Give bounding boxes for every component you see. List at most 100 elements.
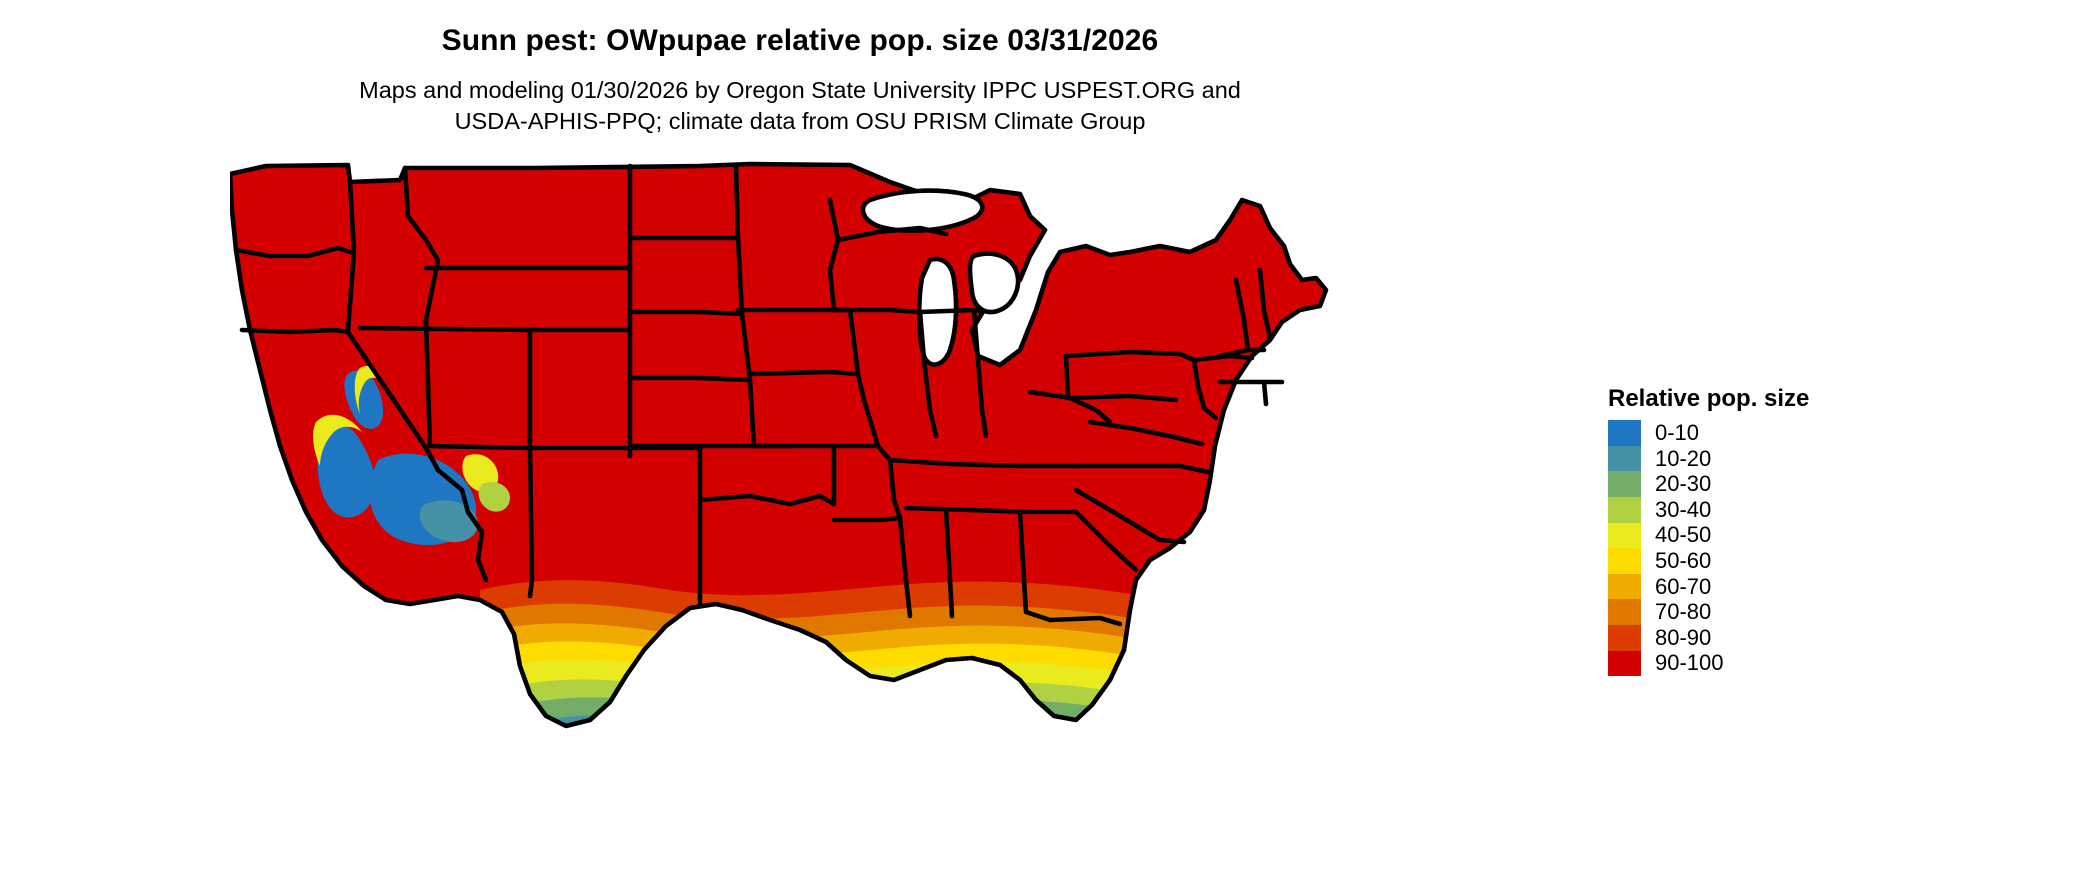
state-line-az-nm	[527, 445, 535, 599]
state-line-ne-ks	[627, 375, 753, 383]
lake-superior	[860, 188, 985, 233]
legend-label-10-20: 10-20	[1655, 445, 1712, 471]
us-map-svg	[230, 161, 1329, 890]
state-line-ky-tn	[887, 457, 1079, 469]
state-line-nv-ut	[423, 317, 433, 449]
state-line-ga-sc-nc	[1073, 509, 1139, 573]
state-line-mn-wi	[827, 197, 841, 313]
state-line-nd-mn	[733, 163, 741, 241]
state-line-wv-oh-pa	[1027, 389, 1113, 425]
state-line-la-ms	[897, 515, 913, 619]
raster-class-10-20	[536, 715, 1214, 726]
raster-patch-socal-low	[317, 423, 376, 518]
legend-item-20-30: 20-30	[1608, 471, 1938, 497]
state-line-wi-il	[831, 307, 923, 315]
state-line-in-oh	[971, 307, 989, 439]
state-line-ms-al	[943, 507, 955, 619]
legend-item-30-40: 30-40	[1608, 496, 1938, 523]
legend-swatch-10-20	[1608, 445, 1641, 472]
raster-patch-imperial-mid	[419, 500, 478, 543]
legend-swatch-30-40	[1608, 496, 1641, 523]
subtitle-line-1: Maps and modeling 01/30/2026 by Oregon S…	[359, 77, 1241, 103]
legend-item-60-70: 60-70	[1608, 573, 1938, 600]
legend-rows: 0-10 10-20 20-30 30-40 40-50 50-60 60-70 70-80 8…	[1608, 420, 1938, 677]
state-line-nc-va	[1073, 463, 1211, 475]
state-line-sd-ne	[627, 309, 745, 317]
legend-label-50-60: 50-60	[1655, 547, 1712, 573]
legend-swatch-0-10	[1608, 420, 1641, 446]
legend-swatch-40-50	[1608, 522, 1641, 549]
state-line-ga-fl	[1047, 615, 1123, 627]
state-line-al-ga	[1017, 509, 1053, 623]
raster-patch-socal-mid	[313, 414, 362, 466]
state-line-id-wa-or-vert	[345, 179, 357, 333]
state-line-va-wv-md	[1087, 419, 1205, 447]
state-line-vt-nh	[1233, 277, 1251, 353]
legend-title: Relative pop. size	[1608, 385, 1810, 412]
southwest-desert-patches	[313, 365, 510, 546]
subtitle-line-2: USDA-APHIS-PPQ; climate data from OSU PR…	[454, 108, 1146, 135]
state-line-az-ut	[427, 443, 533, 451]
title-block: Sunn pest: OWpupae relative pop. size 03…	[0, 0, 1600, 137]
raster-patch-central-valley-edge	[354, 365, 382, 414]
legend-item-90-100: 90-100	[1608, 650, 1938, 677]
state-line-pa-md	[1065, 393, 1179, 403]
legend-label-40-50: 40-50	[1655, 522, 1712, 548]
legend-label-90-100: 90-100	[1655, 650, 1724, 676]
state-line-ar-ms	[887, 457, 903, 521]
state-line-nh-me	[1257, 267, 1273, 341]
legend-item-50-60: 50-60	[1608, 548, 1938, 574]
legend-swatch-80-90	[1608, 624, 1641, 651]
legend-label-20-30: 20-30	[1655, 471, 1712, 497]
legend-label-0-10: 0-10	[1655, 419, 1700, 445]
legend-swatch-50-60	[1608, 548, 1641, 574]
state-line-ct-ri	[1261, 379, 1269, 407]
legend-swatch-90-100	[1608, 650, 1641, 677]
raster-class-0-10	[548, 735, 1210, 890]
state-line-id-ut-nv	[357, 325, 533, 333]
page-title: Sunn pest: OWpupae relative pop. size 03…	[441, 24, 1159, 57]
state-line-ma-nh-vt	[1217, 347, 1267, 359]
legend-item-40-50: 40-50	[1608, 522, 1938, 549]
state-line-oh-pa	[1063, 353, 1071, 401]
raster-patch-yuma-mid	[478, 481, 510, 512]
legend-label-80-90: 80-90	[1655, 624, 1712, 650]
lake-huron-erie	[967, 251, 1021, 315]
state-line-mi-in-oh	[917, 307, 993, 315]
state-line-ia-il	[847, 307, 867, 403]
state-line-id-mt	[402, 165, 441, 331]
state-line-ca-az	[435, 467, 489, 583]
raster-class-20-30	[526, 697, 1218, 726]
state-line-il-in	[917, 309, 939, 439]
legend-swatch-70-80	[1608, 599, 1641, 625]
state-line-ks-mo	[747, 377, 757, 449]
legend-item-80-90: 80-90	[1608, 624, 1938, 651]
state-line-sd-mn-ia	[735, 235, 745, 317]
state-line-sc-nc	[1073, 487, 1187, 545]
subtitle: Maps and modeling 01/30/2026 by Oregon S…	[0, 57, 1600, 137]
choropleth-map	[230, 160, 1590, 890]
legend-item-70-80: 70-80	[1608, 599, 1938, 625]
legend-item-0-10: 0-10	[1608, 420, 1938, 446]
legend: Relative pop. size 0-10 10-20 20-30 30-40 40…	[1608, 385, 1938, 677]
state-line-ca-nv	[345, 329, 441, 473]
state-line-mi-wi-up	[835, 225, 949, 243]
state-line-tn-ms-al-ga	[903, 505, 1079, 515]
state-line-ia-mo	[747, 369, 861, 377]
state-line-pa-ny	[1063, 349, 1197, 363]
map-borders-layer	[230, 161, 1329, 729]
legend-label-60-70: 60-70	[1655, 573, 1712, 599]
raster-patch-central-valley-strip	[344, 370, 384, 429]
legend-swatch-20-30	[1608, 471, 1641, 497]
legend-item-10-20: 10-20	[1608, 445, 1938, 472]
raster-class-30-40	[516, 679, 1222, 726]
state-line-mo-il-ky	[861, 397, 893, 463]
state-line-ok-tx	[697, 493, 837, 507]
legend-label-30-40: 30-40	[1655, 496, 1712, 522]
state-line-ne-ia-mo	[739, 311, 753, 383]
state-line-or-ca	[239, 327, 351, 335]
state-line-ar-la	[831, 515, 903, 523]
state-line-wa-or	[233, 245, 353, 259]
legend-swatch-60-70	[1608, 573, 1641, 600]
